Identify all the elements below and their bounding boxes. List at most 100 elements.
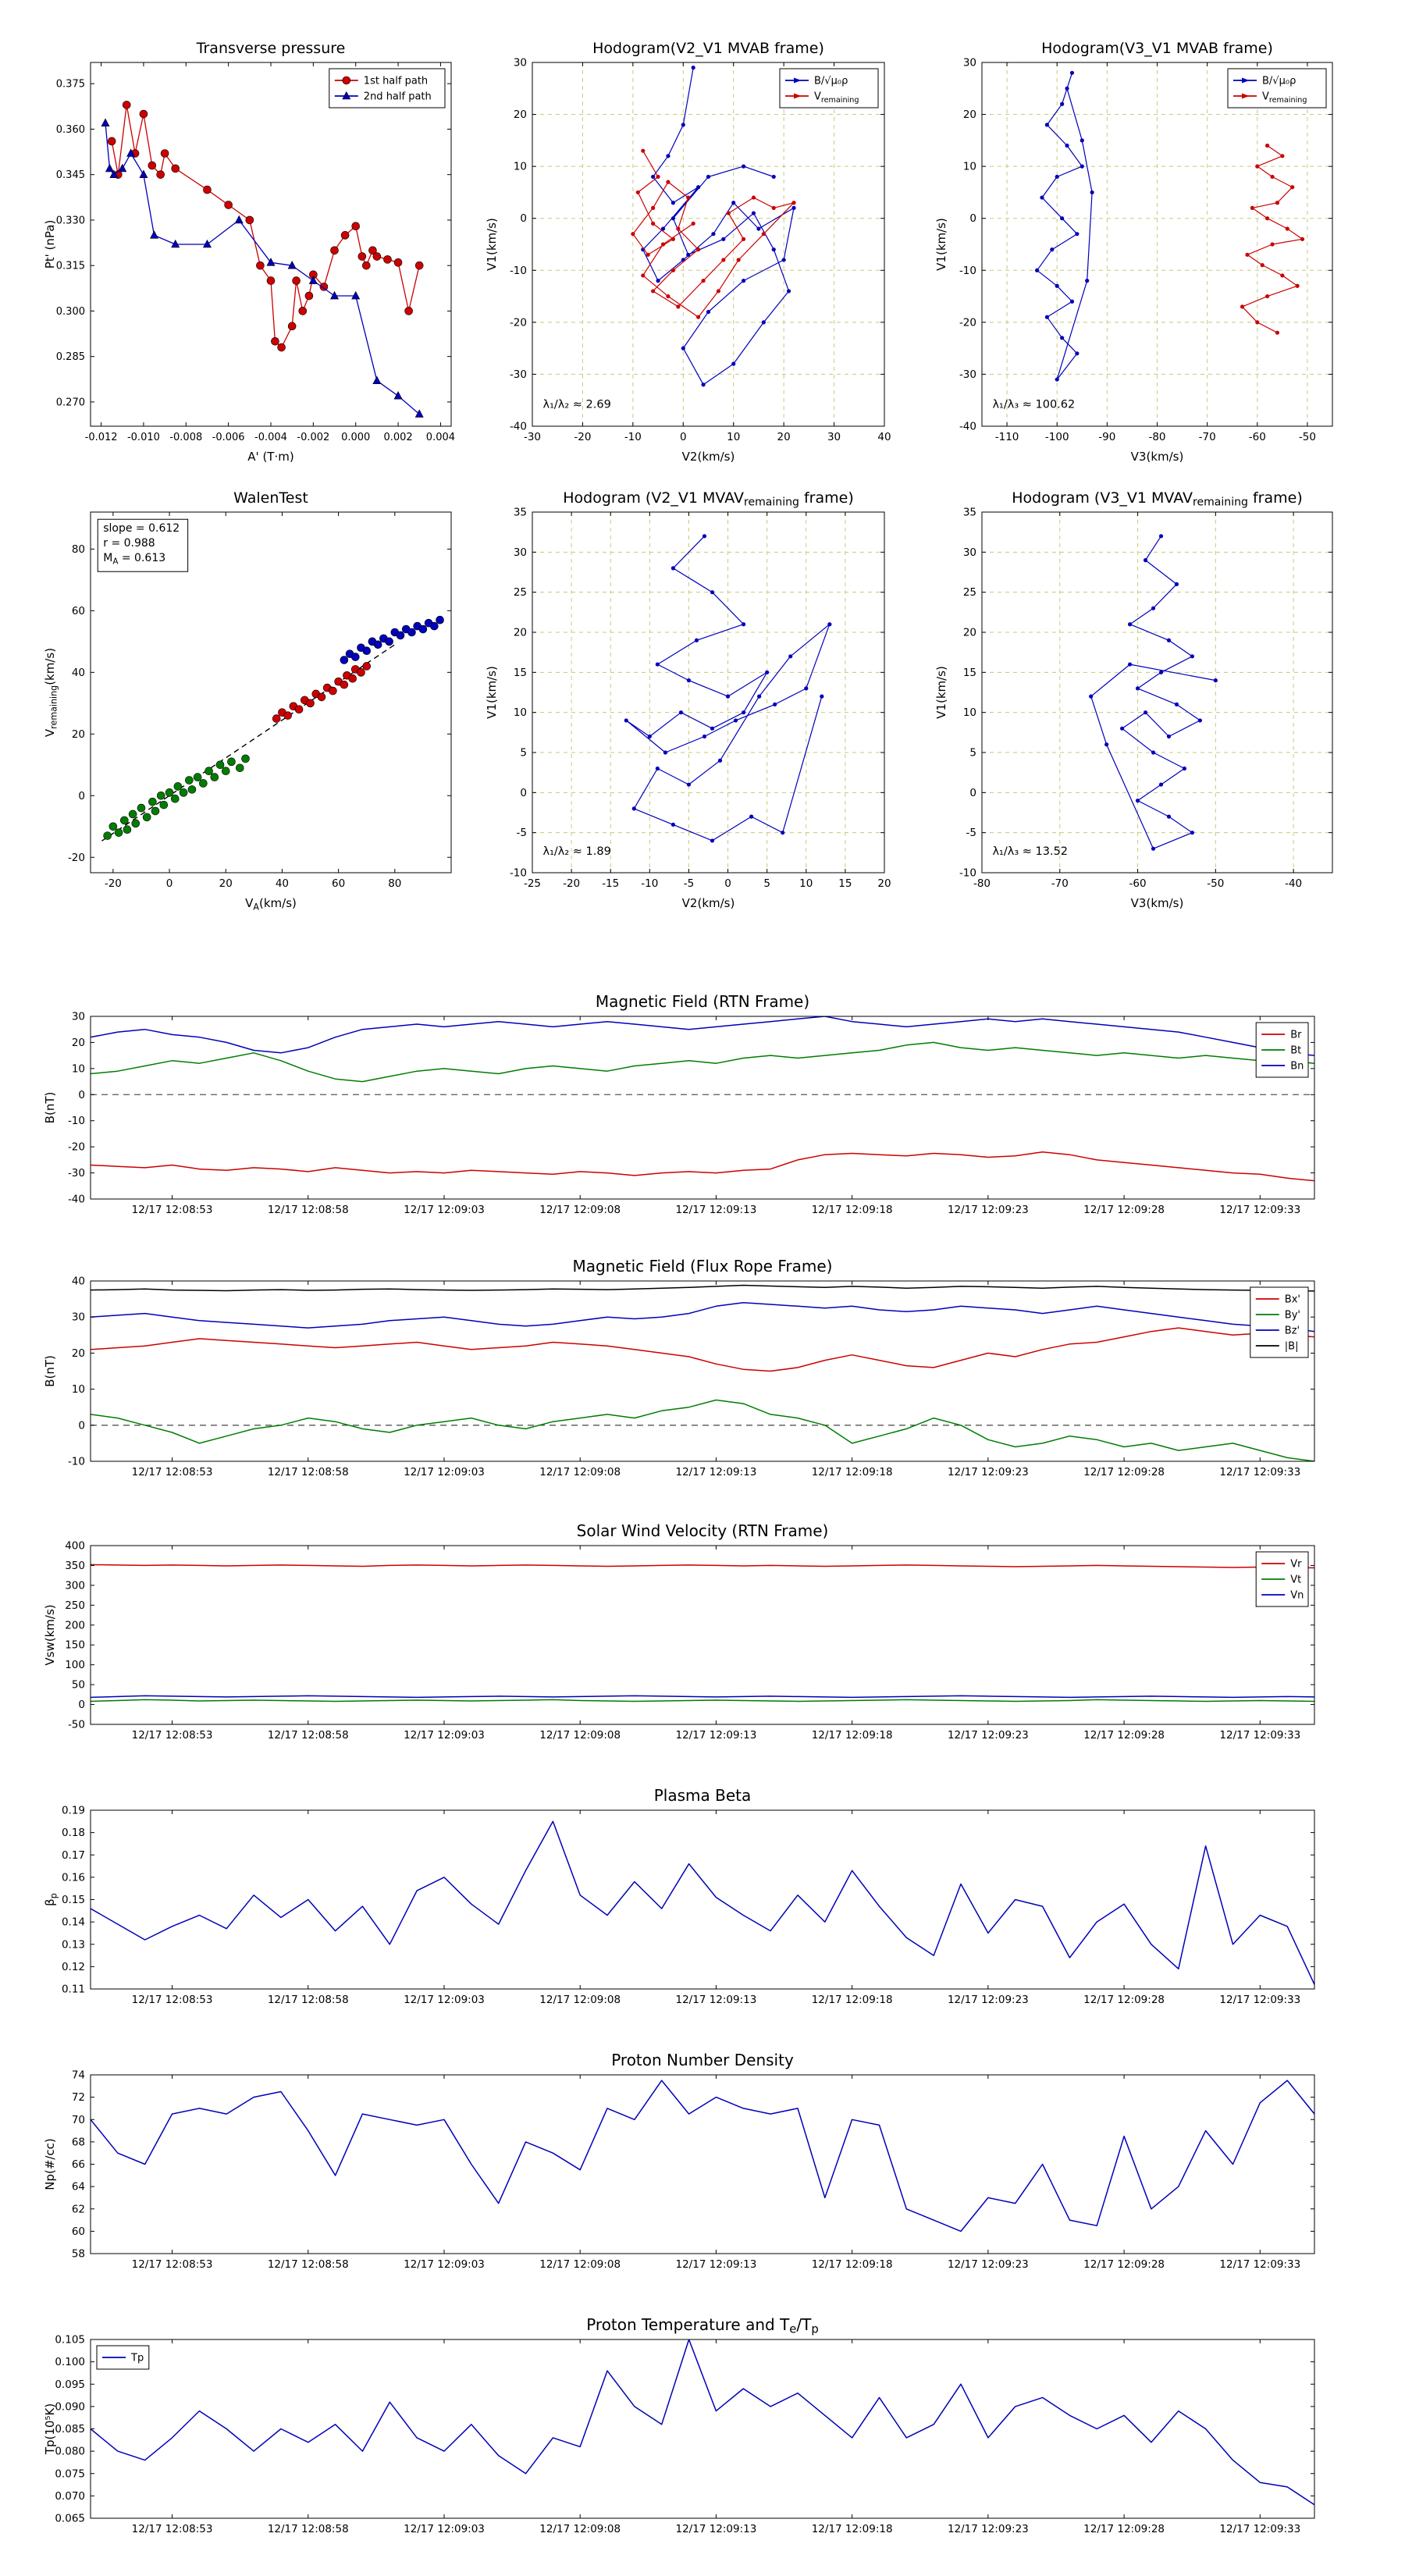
svg-text:30: 30 xyxy=(827,431,841,443)
svg-text:5: 5 xyxy=(520,747,527,760)
svg-text:30: 30 xyxy=(963,546,976,559)
svg-text:50: 50 xyxy=(72,1679,85,1692)
svg-text:12/17 12:09:18: 12/17 12:09:18 xyxy=(812,2523,893,2535)
svg-text:12/17 12:09:18: 12/17 12:09:18 xyxy=(812,2258,893,2271)
svg-text:12/17 12:09:23: 12/17 12:09:23 xyxy=(948,1466,1029,1478)
svg-text:λ₁/λ₃ ≈ 100.62: λ₁/λ₃ ≈ 100.62 xyxy=(992,399,1075,411)
chart-svg: -20 0 20 40 60 80 -20 0 20 40 60 80 WalenTest VA(km/s… xyxy=(43,489,452,913)
svg-text:V1(km/s): V1(km/s) xyxy=(934,666,948,719)
svg-text:V2(km/s): V2(km/s) xyxy=(682,450,735,464)
svg-text:0.15: 0.15 xyxy=(62,1894,85,1906)
svg-text:-40: -40 xyxy=(68,1194,85,1206)
svg-text:VA(km/s): VA(km/s) xyxy=(245,896,297,913)
svg-text:0.13: 0.13 xyxy=(62,1938,85,1951)
svg-text:0: 0 xyxy=(520,787,527,799)
chart-svg: -80 -70 -60 -50 -40-10-505101520253035Hodogr… xyxy=(934,489,1333,910)
svg-text:Vremaining(km/s): Vremaining(km/s) xyxy=(43,648,59,737)
proton-temperature-plot: 12/17 12:08:53 12/17 12:08:58 12/17 12:09:… xyxy=(42,2311,1322,2549)
svg-text:70: 70 xyxy=(72,2114,85,2126)
svg-text:-80: -80 xyxy=(973,877,991,890)
svg-text:B(nT): B(nT) xyxy=(43,1355,57,1387)
svg-text:0: 0 xyxy=(78,1089,85,1101)
svg-text:40: 40 xyxy=(276,877,289,890)
svg-text:12/17 12:09:03: 12/17 12:09:03 xyxy=(404,1729,485,1742)
svg-text:74: 74 xyxy=(72,2069,85,2082)
svg-text:V1(km/s): V1(km/s) xyxy=(485,218,499,271)
svg-text:-90: -90 xyxy=(1098,431,1115,443)
svg-text:V2(km/s): V2(km/s) xyxy=(682,896,735,910)
svg-text:Hodogram (V3_V1 MVAVremaining: Hodogram (V3_V1 MVAVremaining frame) xyxy=(1012,489,1302,509)
svg-text:-20: -20 xyxy=(68,1141,85,1154)
svg-text:12/17 12:08:53: 12/17 12:08:53 xyxy=(132,1466,213,1478)
chart-svg: -0.012 -0.010 -0.008 -0.006 -0.004 -0.002 0.00… xyxy=(43,40,455,464)
svg-text:12/17 12:09:28: 12/17 12:09:28 xyxy=(1083,1204,1165,1216)
svg-text:35: 35 xyxy=(514,507,527,519)
svg-text:350: 350 xyxy=(65,1560,85,1572)
svg-text:5: 5 xyxy=(969,747,976,760)
svg-text:Magnetic Field (Flux Rope Fram: Magnetic Field (Flux Rope Frame) xyxy=(573,1257,833,1276)
svg-text:0: 0 xyxy=(724,877,731,890)
svg-text:12/17 12:08:53: 12/17 12:08:53 xyxy=(132,2523,213,2535)
svg-text:100: 100 xyxy=(65,1659,85,1671)
svg-text:80: 80 xyxy=(388,877,401,890)
svg-text:10: 10 xyxy=(72,1062,85,1075)
svg-text:12/17 12:08:58: 12/17 12:08:58 xyxy=(268,1204,349,1216)
svg-text:12/17 12:08:58: 12/17 12:08:58 xyxy=(268,2258,349,2271)
chart-svg: 12/17 12:08:53 12/17 12:08:58 12/17 12:09:… xyxy=(43,1786,1315,2006)
svg-text:WalenTest: WalenTest xyxy=(233,489,308,507)
svg-text:B/√μ₀ρ: B/√μ₀ρ xyxy=(1262,76,1296,87)
svg-text:0: 0 xyxy=(78,790,85,802)
svg-text:30: 30 xyxy=(72,1311,85,1324)
svg-text:V3(km/s): V3(km/s) xyxy=(1131,450,1184,464)
svg-text:-30: -30 xyxy=(959,368,976,381)
svg-text:-0.008: -0.008 xyxy=(169,432,202,443)
svg-text:12/17 12:08:58: 12/17 12:08:58 xyxy=(268,1994,349,2006)
svg-text:0.315: 0.315 xyxy=(56,261,85,272)
svg-text:12/17 12:09:18: 12/17 12:09:18 xyxy=(812,1729,893,1742)
svg-text:10: 10 xyxy=(514,161,527,173)
svg-text:Hodogram(V3_V1 MVAB frame): Hodogram(V3_V1 MVAB frame) xyxy=(1041,40,1273,57)
svg-text:-60: -60 xyxy=(1249,431,1266,443)
svg-text:12/17 12:08:58: 12/17 12:08:58 xyxy=(268,2523,349,2535)
svg-text:-0.012: -0.012 xyxy=(85,432,118,443)
svg-text:20: 20 xyxy=(777,431,791,443)
chart-svg: -25 -20 -15 -10 -5 0 5 10 15 20 -10 -5 0 5 10 15 20 25 30 3… xyxy=(485,489,891,910)
svg-text:-0.010: -0.010 xyxy=(127,432,160,443)
chart-svg: 12/17 12:08:53 12/17 12:08:58 12/17 12:09:… xyxy=(43,1257,1315,1478)
svg-text:-30: -30 xyxy=(524,431,541,443)
svg-text:25: 25 xyxy=(963,586,976,599)
svg-text:20: 20 xyxy=(963,109,976,121)
chart-svg: -30 -20 -10 0 10 20 30 40-40-30-20-100102030Hod… xyxy=(485,40,891,464)
svg-text:0.090: 0.090 xyxy=(55,2400,85,2413)
svg-text:Bz': Bz' xyxy=(1285,1325,1300,1337)
svg-text:-20: -20 xyxy=(959,316,976,329)
svg-text:12/17 12:09:13: 12/17 12:09:13 xyxy=(676,1466,757,1478)
svg-text:-10: -10 xyxy=(510,867,527,880)
svg-text:12/17 12:09:13: 12/17 12:09:13 xyxy=(676,1204,757,1216)
svg-text:-15: -15 xyxy=(602,877,619,890)
svg-text:0.19: 0.19 xyxy=(62,1805,85,1817)
svg-text:0: 0 xyxy=(520,212,527,225)
svg-text:0.070: 0.070 xyxy=(55,2490,85,2503)
svg-text:20: 20 xyxy=(514,627,527,639)
svg-text:|B|: |B| xyxy=(1285,1341,1299,1353)
chart-svg: 12/17 12:08:53 12/17 12:08:58 12/17 12:09:… xyxy=(43,1521,1315,1742)
svg-text:0.360: 0.360 xyxy=(56,124,85,136)
svg-text:66: 66 xyxy=(72,2158,85,2171)
svg-text:12/17 12:09:23: 12/17 12:09:23 xyxy=(948,1729,1029,1742)
svg-text:V3(km/s): V3(km/s) xyxy=(1131,896,1184,910)
svg-text:20: 20 xyxy=(72,1037,85,1049)
svg-text:60: 60 xyxy=(72,605,85,617)
svg-text:0: 0 xyxy=(78,1699,85,1711)
svg-text:Vr: Vr xyxy=(1290,1559,1302,1571)
svg-text:0: 0 xyxy=(680,431,687,443)
svg-text:Pt' (nPa): Pt' (nPa) xyxy=(43,220,57,269)
svg-text:0.330: 0.330 xyxy=(56,215,85,226)
svg-text:0.17: 0.17 xyxy=(62,1849,85,1862)
svg-text:-50: -50 xyxy=(1299,431,1316,443)
solar-wind-velocity-plot: 12/17 12:08:53 12/17 12:08:58 12/17 12:09:… xyxy=(42,1517,1322,1756)
hodogram-v3v1-mvab-plot: -110 -100 -90 -80 -70 -60 -50 -40 -30 -20 -10 0 10 20… xyxy=(934,34,1340,467)
svg-text:-10: -10 xyxy=(959,265,976,277)
svg-text:68: 68 xyxy=(72,2136,85,2148)
svg-text:62: 62 xyxy=(72,2203,85,2215)
